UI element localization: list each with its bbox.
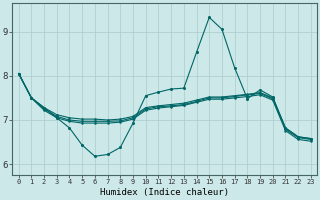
X-axis label: Humidex (Indice chaleur): Humidex (Indice chaleur): [100, 188, 229, 197]
